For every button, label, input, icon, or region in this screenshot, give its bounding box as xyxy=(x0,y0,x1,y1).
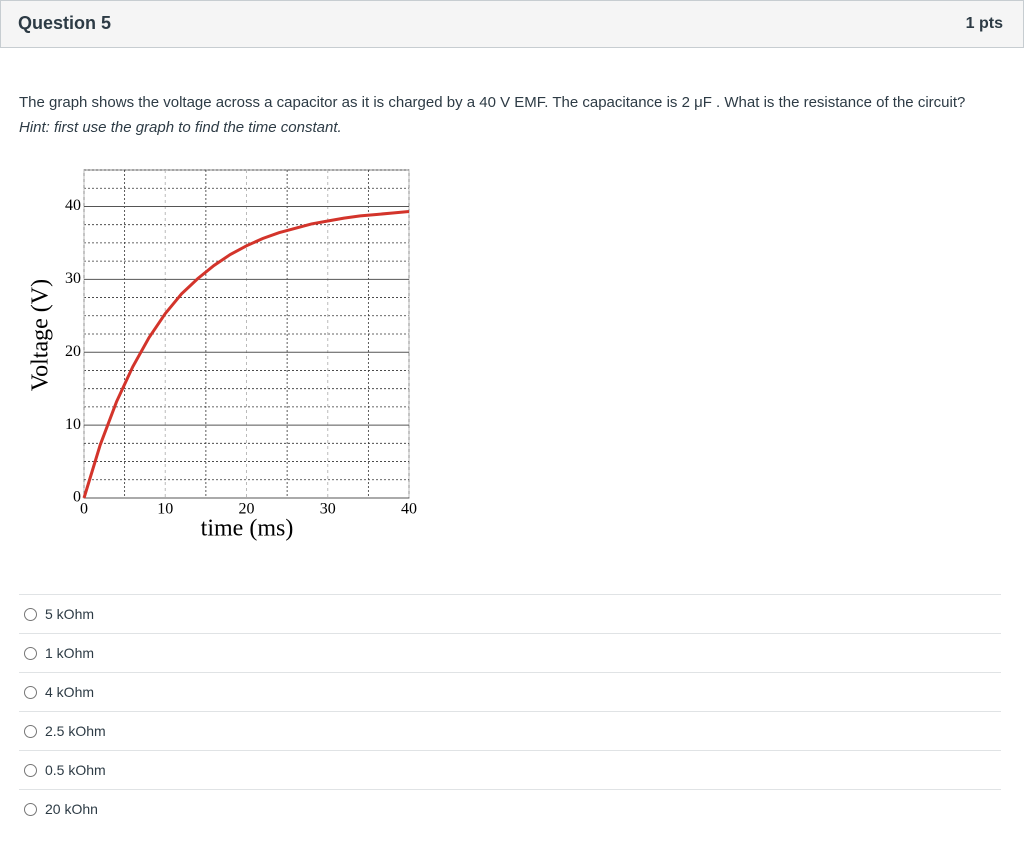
x-tick-label: 10 xyxy=(157,501,173,518)
question-title: Question 5 xyxy=(18,13,112,33)
chart: Voltage (V) time (ms) 0 10 20 30 40 0 10 20 30 40 xyxy=(28,169,417,542)
option-label: 1 kOhm xyxy=(45,645,95,661)
radio-button[interactable] xyxy=(24,646,37,660)
y-axis-label: Voltage (V) xyxy=(28,279,54,391)
radio-button[interactable] xyxy=(24,607,37,621)
y-tick-label: 10 xyxy=(65,416,81,433)
y-tick-label: 30 xyxy=(65,270,81,287)
answer-option[interactable]: 1 kOhm xyxy=(19,633,1001,672)
radio-button[interactable] xyxy=(24,685,37,699)
y-tick-label: 20 xyxy=(65,343,81,360)
question-text: The graph shows the voltage across a cap… xyxy=(19,90,989,140)
radio-button[interactable] xyxy=(24,724,37,738)
question-body: The graph shows the voltage across a cap… xyxy=(19,94,966,111)
x-tick-label: 20 xyxy=(239,501,255,518)
y-tick-label: 40 xyxy=(65,197,81,214)
question-header: Question 5 1 pts xyxy=(0,0,1024,48)
y-tick-label: 0 xyxy=(73,489,81,506)
x-tick-label: 0 xyxy=(80,501,88,518)
answer-options: 5 kOhm 1 kOhm 4 kOhm 2.5 kOhm 0.5 kOhm 20 kOh… xyxy=(19,594,1001,828)
answer-option[interactable]: 2.5 kOhm xyxy=(19,711,1001,750)
x-tick-label: 30 xyxy=(320,501,336,518)
data-line xyxy=(82,210,410,499)
question-points: 1 pts xyxy=(965,15,1003,32)
option-label: 20 kOhn xyxy=(45,801,98,817)
answer-option[interactable]: 5 kOhm xyxy=(19,594,1001,633)
answer-option[interactable]: 20 kOhn xyxy=(19,789,1001,828)
answer-option[interactable]: 0.5 kOhm xyxy=(19,750,1001,789)
radio-button[interactable] xyxy=(24,763,37,777)
option-label: 5 kOhm xyxy=(45,606,95,622)
option-label: 0.5 kOhm xyxy=(45,762,106,778)
answer-option[interactable]: 4 kOhm xyxy=(19,672,1001,711)
radio-button[interactable] xyxy=(24,802,37,816)
option-label: 2.5 kOhm xyxy=(45,723,106,739)
x-axis-label: time (ms) xyxy=(201,516,294,542)
question-hint: Hint: first use the graph to find the ti… xyxy=(19,119,342,136)
x-tick-label: 40 xyxy=(401,501,417,518)
option-label: 4 kOhm xyxy=(45,684,95,700)
